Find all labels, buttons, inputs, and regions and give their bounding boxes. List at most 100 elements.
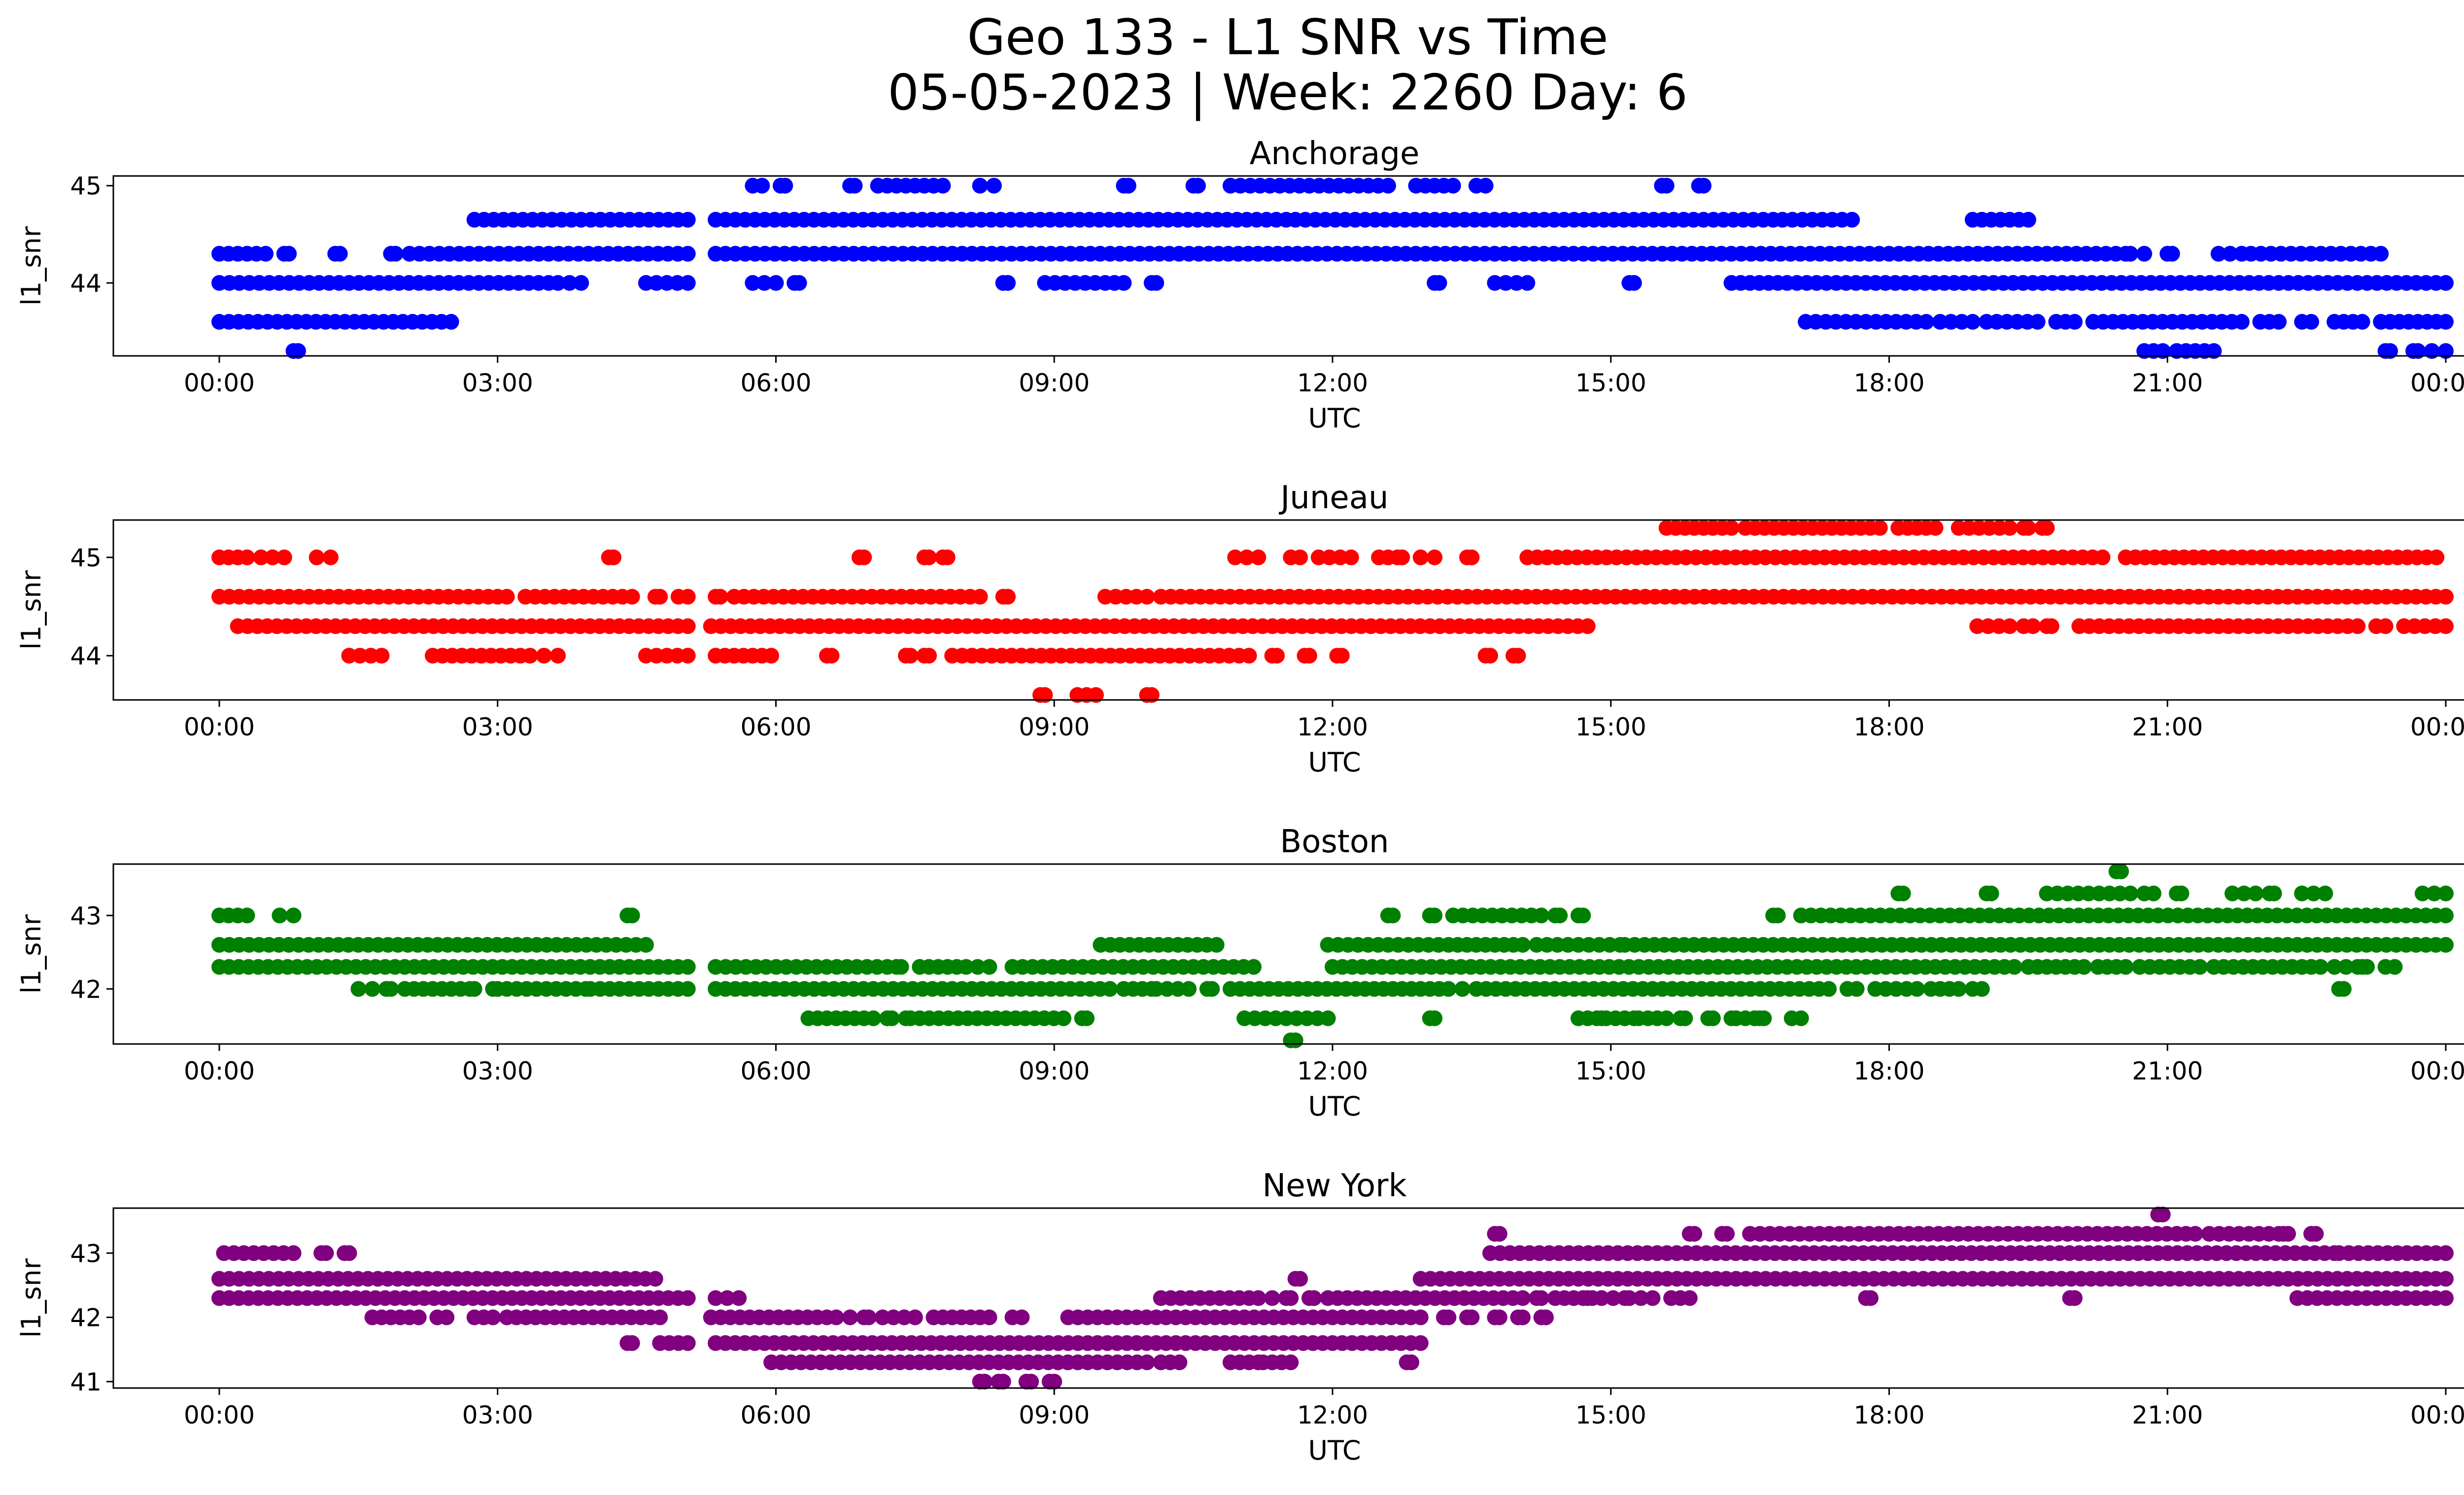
data-point: 10:27 UTC, l1_snr 42 — [1181, 981, 1197, 997]
data-point: 16:06 UTC, l1_snr 41.6 — [1705, 1010, 1721, 1026]
data-point: 06:48 UTC, l1_snr 42 — [842, 1309, 858, 1325]
data-point: 04:27 UTC, l1_snr 41.6 — [624, 1335, 640, 1351]
data-point: 13:15 UTC, l1_snr 42 — [1440, 981, 1457, 997]
data-point: 20:57 UTC, l1_snr 43.6 — [2155, 1207, 2171, 1222]
data-point: 06:39 UTC, l1_snr 42 — [828, 1309, 844, 1325]
data-point: 05:03 UTC, l1_snr 44 — [680, 275, 696, 291]
data-point: 22:42 UTC, l1_snr 43.3 — [2317, 885, 2333, 902]
data-point: 17:36 UTC, l1_snr 44.65 — [1844, 211, 1860, 228]
data-point: 05:03 UTC, l1_snr 41.6 — [680, 1335, 696, 1351]
data-point: 23:21 UTC, l1_snr 44.3 — [2377, 618, 2394, 634]
data-point: 03:54 UTC, l1_snr 44 — [573, 275, 589, 291]
data-point: 08:03 UTC, l1_snr 42.3 — [958, 959, 974, 975]
data-point: 10:03 UTC, l1_snr 43.6 — [1143, 687, 1160, 703]
data-point: 03:39 UTC, l1_snr 44 — [550, 275, 566, 291]
data-point: 23:51 UTC, l1_snr 43.3 — [2424, 343, 2440, 359]
y-tick-label: 42 — [70, 1304, 102, 1332]
data-points: 20:27 UTC, l1_snr 43.620:30 UTC, l1_snr … — [211, 863, 2454, 1048]
data-point: 20:33 UTC, l1_snr 42.3 — [2118, 959, 2134, 975]
data-point: 17:21 UTC, l1_snr 42 — [1821, 981, 1837, 997]
data-point: 00:51 UTC, l1_snr 43.3 — [290, 343, 306, 359]
data-point: 09:36 UTC, l1_snr 42 — [1102, 981, 1118, 997]
data-point: 07:15 UTC, l1_snr 41.6 — [884, 1010, 900, 1026]
data-point: 19:18 UTC, l1_snr 44.3 — [2002, 618, 2018, 634]
data-point: 12:45 UTC, l1_snr 45 — [1394, 549, 1410, 565]
data-point: 04:27 UTC, l1_snr 43 — [624, 907, 640, 924]
x-tick-label: 03:00 — [462, 1401, 533, 1429]
data-point: 12:51 UTC, l1_snr 41.3 — [1403, 1354, 1419, 1370]
x-tick-label: 06:00 — [740, 1401, 811, 1429]
data-point: 07:00 UTC, l1_snr 42 — [860, 1309, 877, 1325]
data-point: 21:41 UTC, l1_snr 44.3 — [2222, 245, 2238, 262]
data-point: 19:04 UTC, l1_snr 44.3 — [1980, 618, 1996, 634]
data-point: 21:42 UTC, l1_snr 43.3 — [2224, 885, 2240, 902]
data-point: 11:09 UTC, l1_snr 42.3 — [1246, 959, 1262, 975]
data-point: 13:52 UTC, l1_snr 44 — [1498, 275, 1514, 291]
x-tick-label: 06:00 — [740, 1057, 811, 1085]
x-tick-label: 21:00 — [2132, 1057, 2203, 1085]
data-point: 10:20 UTC, l1_snr 42 — [1170, 981, 1186, 997]
data-point: 22:12 UTC, l1_snr 43.6 — [2271, 313, 2287, 330]
data-point: 14:06 UTC, l1_snr 44 — [1519, 275, 1536, 291]
data-point: 04:45 UTC, l1_snr 44.6 — [652, 589, 668, 605]
figure-title-line-1: Geo 133 - L1 SNR vs Time — [967, 8, 1608, 66]
data-point: 22:09 UTC, l1_snr 43.3 — [2266, 885, 2282, 902]
x-tick-label: 09:00 — [1019, 713, 1090, 741]
data-point: 21:57 UTC, l1_snr 43.3 — [2248, 885, 2264, 902]
data-point: 13:06 UTC, l1_snr 43 — [1427, 907, 1443, 924]
data-point: 22:34 UTC, l1_snr 43.3 — [2305, 885, 2322, 902]
data-point: 06:51 UTC, l1_snr 45 — [847, 177, 863, 194]
data-point: 04:36 UTC, l1_snr 42.6 — [638, 937, 654, 953]
data-point: 06:36 UTC, l1_snr 44 — [823, 648, 840, 664]
data-point: 08:30 UTC, l1_snr 44 — [1000, 275, 1016, 291]
data-point: 09:21 UTC, l1_snr 41.6 — [1079, 1010, 1095, 1026]
x-tick-label: 00:00 — [2410, 1401, 2464, 1429]
data-point: 10:06 UTC, l1_snr 42 — [1148, 981, 1164, 997]
data-point: 07:09 UTC, l1_snr 42 — [875, 1309, 890, 1325]
x-axis-label: UTC — [1308, 747, 1361, 778]
x-tick-label: 09:00 — [1019, 1057, 1090, 1085]
data-point: 15:02 UTC, l1_snr 42.3 — [1605, 1290, 1621, 1306]
data-point: 14:03 UTC, l1_snr 42.6 — [1514, 937, 1531, 953]
data-point: 14:42 UTC, l1_snr 43 — [1575, 907, 1591, 924]
y-tick-label: 42 — [70, 975, 102, 1004]
data-points: 05:45 UTC, l1_snr 4505:51 UTC, l1_snr 45… — [211, 177, 2454, 359]
data-point: 24:00 UTC, l1_snr 44.3 — [2438, 618, 2454, 634]
data-point: 23:53 UTC, l1_snr 43.3 — [2426, 885, 2442, 902]
data-point: 03:21 UTC, l1_snr 44 — [522, 648, 538, 664]
x-tick-label: 03:00 — [462, 713, 533, 741]
data-point: 12:12 UTC, l1_snr 45 — [1343, 549, 1359, 565]
x-tick-label: 18:00 — [1853, 713, 1924, 741]
data-point: 01:54 UTC, l1_snr 44.3 — [387, 245, 404, 262]
data-point: 08:11 UTC, l1_snr 42.3 — [969, 959, 986, 975]
data-point: 19:21 UTC, l1_snr 42.3 — [2006, 959, 2022, 975]
data-point: 14:03 UTC, l1_snr 42.3 — [1514, 1290, 1531, 1306]
data-point: 12:05 UTC, l1_snr 45 — [1332, 549, 1348, 565]
data-point: 05:03 UTC, l1_snr 42.3 — [680, 959, 696, 975]
data-point: 05:24 UTC, l1_snr 44.6 — [712, 589, 728, 605]
data-point: 20:30 UTC, l1_snr 43.6 — [2113, 863, 2129, 879]
data-point: 08:18 UTC, l1_snr 42 — [981, 1309, 997, 1325]
data-point: 23:03 UTC, l1_snr 44.3 — [2350, 618, 2366, 634]
x-tick-label: 00:00 — [184, 1401, 255, 1429]
figure-title: Geo 133 - L1 SNR vs Time 05-05-2023 | We… — [0, 10, 2464, 120]
y-tick-label: 45 — [70, 544, 102, 572]
data-point: 10:00 UTC, l1_snr 41.3 — [1139, 1354, 1155, 1370]
data-point: 15:19 UTC, l1_snr 42.3 — [1633, 1290, 1649, 1306]
data-point: 01:24 UTC, l1_snr 44 — [341, 648, 357, 664]
data-point: 23:18 UTC, l1_snr 44.3 — [2373, 245, 2389, 262]
data-point: 21:49 UTC, l1_snr 43.3 — [2236, 885, 2252, 902]
data-point: 13:30 UTC, l1_snr 45 — [1464, 549, 1480, 565]
data-point: 08:30 UTC, l1_snr 44.6 — [1000, 589, 1016, 605]
subplot-anchorage: Anchorage 05:45 UTC, l1_snr 4505:51 UTC, … — [16, 136, 2464, 434]
data-point: 16:39 UTC, l1_snr 41.6 — [1756, 1010, 1772, 1026]
x-tick-label: 03:00 — [462, 369, 533, 397]
data-point: 06:15 UTC, l1_snr 44 — [791, 275, 807, 291]
data-point: 15:36 UTC, l1_snr 41.6 — [1658, 1010, 1675, 1026]
data-point: 07:27 UTC, l1_snr 44 — [902, 648, 919, 664]
data-point: 14:15 UTC, l1_snr 43 — [1533, 907, 1549, 924]
data-point: 15:15 UTC, l1_snr 44 — [1626, 275, 1642, 291]
x-tick-label: 15:00 — [1575, 369, 1646, 397]
data-point: 15:27 UTC, l1_snr 42.3 — [1644, 1290, 1661, 1306]
data-point: 00:18 UTC, l1_snr 45 — [239, 549, 255, 565]
